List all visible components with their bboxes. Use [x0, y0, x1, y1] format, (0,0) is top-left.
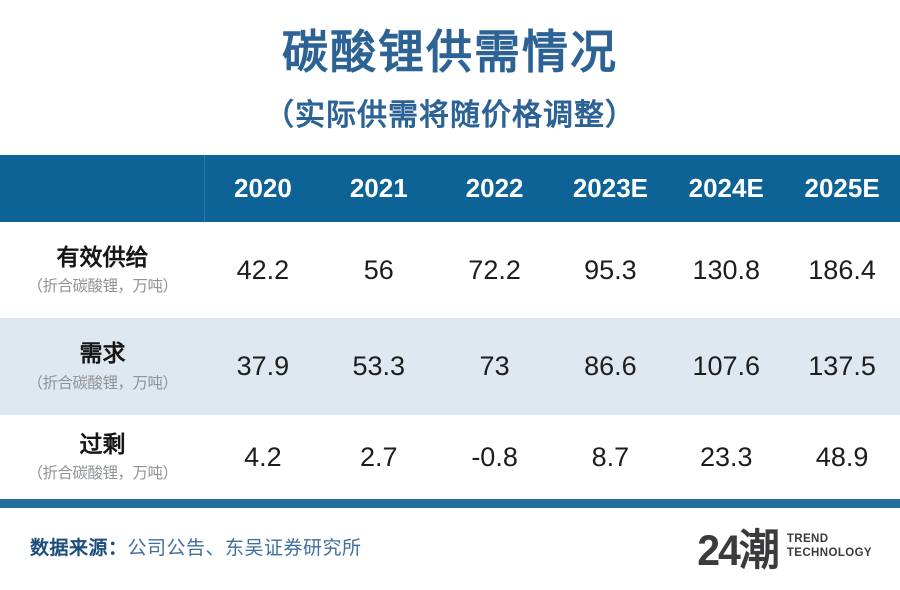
data-source-value: 公司公告、东吴证券研究所 — [127, 537, 362, 559]
cell-surplus-2024e: 23.3 — [699, 441, 753, 472]
row-label-text: 需求 — [79, 340, 126, 367]
cell-supply-2020: 42.2 — [236, 254, 290, 285]
column-header-2023e: 2023E — [572, 173, 648, 203]
cell-supply-2022: 72.2 — [468, 254, 521, 285]
row-label-surplus: 过剩 （折合碳酸锂，万吨） — [0, 415, 205, 499]
cell-demand-2020: 37.9 — [236, 351, 290, 381]
cell-supply-2021: 56 — [363, 254, 394, 285]
row-label-demand: 需求 （折合碳酸锂，万吨） — [0, 318, 205, 415]
cell-surplus-2020: 4.2 — [244, 441, 282, 472]
cell-surplus-2022-negative: -0.8 — [471, 441, 518, 472]
column-header-2025e: 2025E — [804, 173, 880, 203]
logo-tagline: TREND TECHNOLOGY — [787, 532, 872, 561]
table-header-label-cell — [0, 155, 205, 222]
cell-demand-2022: 73 — [479, 351, 510, 381]
data-source-label: 数据来源： — [30, 537, 128, 559]
title-block: 碳酸锂供需情况 （实际供需将随价格调整） — [0, 0, 900, 155]
table-row-supply: 有效供给 （折合碳酸锂，万吨） 42.2 56 72.2 95.3 130.8 … — [0, 222, 900, 318]
row-sublabel-text: （折合碳酸锂，万吨） — [27, 278, 178, 296]
row-sublabel-text: （折合碳酸锂，万吨） — [27, 374, 178, 392]
table-header-row: 2020 2021 2022 2023E 2024E 2025E — [0, 155, 900, 222]
table-row-surplus: 过剩 （折合碳酸锂，万吨） 4.2 2.7 -0.8 8.7 23.3 48.9 — [0, 415, 900, 499]
brand-logo: 24潮 TREND TECHNOLOGY — [697, 516, 872, 576]
column-header-2022: 2022 — [465, 173, 524, 203]
cell-demand-2023e: 86.6 — [584, 351, 637, 381]
column-header-2020: 2020 — [233, 173, 292, 203]
page-title: 碳酸锂供需情况 — [282, 26, 618, 78]
cell-supply-2023e: 95.3 — [584, 254, 637, 285]
logo-tagline-line1: TREND — [786, 532, 829, 545]
row-label-text: 过剩 — [79, 430, 126, 457]
cell-demand-2024e: 107.6 — [692, 351, 761, 381]
data-source: 数据来源：公司公告、东吴证券研究所 — [30, 533, 362, 560]
cell-surplus-2021: 2.7 — [359, 441, 398, 472]
cell-supply-2025e: 186.4 — [808, 254, 876, 285]
cell-supply-2024e: 130.8 — [692, 254, 761, 285]
row-label-supply: 有效供给 （折合碳酸锂，万吨） — [0, 222, 205, 318]
logo-tagline-line2: TECHNOLOGY — [786, 547, 872, 559]
cell-surplus-2023e: 8.7 — [591, 441, 630, 472]
row-sublabel-text: （折合碳酸锂，万吨） — [27, 465, 178, 483]
cell-demand-2025e: 137.5 — [808, 351, 876, 381]
cell-demand-2021: 53.3 — [352, 351, 406, 381]
column-header-2024e: 2024E — [688, 173, 764, 203]
page-subtitle: （实际供需将随价格调整） — [264, 98, 636, 132]
table-row-demand: 需求 （折合碳酸锂，万吨） 37.9 53.3 73 86.6 107.6 13… — [0, 318, 900, 415]
cell-surplus-2025e: 48.9 — [815, 441, 869, 472]
row-label-text: 有效供给 — [56, 243, 149, 270]
footer: 数据来源：公司公告、东吴证券研究所 24潮 TREND TECHNOLOGY — [0, 508, 900, 590]
table-bottom-rule — [0, 499, 900, 508]
logo-wordmark: 24潮 — [697, 526, 780, 575]
column-header-2021: 2021 — [349, 173, 408, 203]
